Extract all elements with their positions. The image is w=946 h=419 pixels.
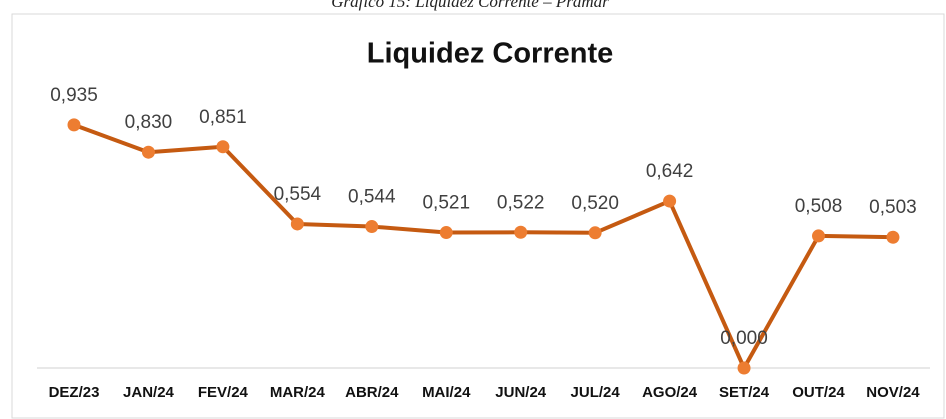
data-label: 0,508 [795,196,843,217]
x-tick-label: JAN/24 [123,384,175,401]
marker [141,145,155,159]
data-label: 0,935 [50,85,98,106]
data-label: 0,000 [720,328,768,349]
x-tick-label: SET/24 [719,384,770,401]
x-tick-label: DEZ/23 [49,384,100,401]
x-tick-label: MAI/24 [422,384,471,401]
marker [737,361,751,375]
marker [216,140,230,154]
marker [812,229,825,243]
marker [663,194,677,208]
x-tick-label: OUT/24 [792,384,845,401]
x-tick-label: NOV/24 [866,384,920,401]
data-label: 0,521 [422,193,470,214]
data-label: 0,522 [497,192,545,213]
x-tick-label: ABR/24 [345,384,399,401]
data-label: 0,520 [571,193,619,214]
data-label: 0,503 [869,197,917,218]
marker [365,220,379,234]
x-tick-label: JUN/24 [495,384,547,401]
data-label: 0,830 [125,112,173,133]
data-label: 0,544 [348,187,396,208]
marker [439,226,453,240]
caption: Gráfico 15: Liquidez Corrente – Pramar [331,0,609,11]
x-tick-label: AGO/24 [642,384,698,401]
data-label: 0,554 [274,184,322,205]
marker [290,217,304,231]
chart-title: Liquidez Corrente [367,38,614,70]
data-label: 0,642 [646,161,694,182]
line [73,123,893,370]
x-tick-label: MAR/24 [270,384,326,401]
marker [886,230,900,244]
marker [588,226,602,240]
chart-frame [11,13,945,419]
marker [514,225,528,239]
data-label: 0,851 [199,107,247,128]
marker [67,118,81,132]
x-tick-label: JUL/24 [571,384,621,401]
x-tick-label: FEV/24 [198,384,249,401]
